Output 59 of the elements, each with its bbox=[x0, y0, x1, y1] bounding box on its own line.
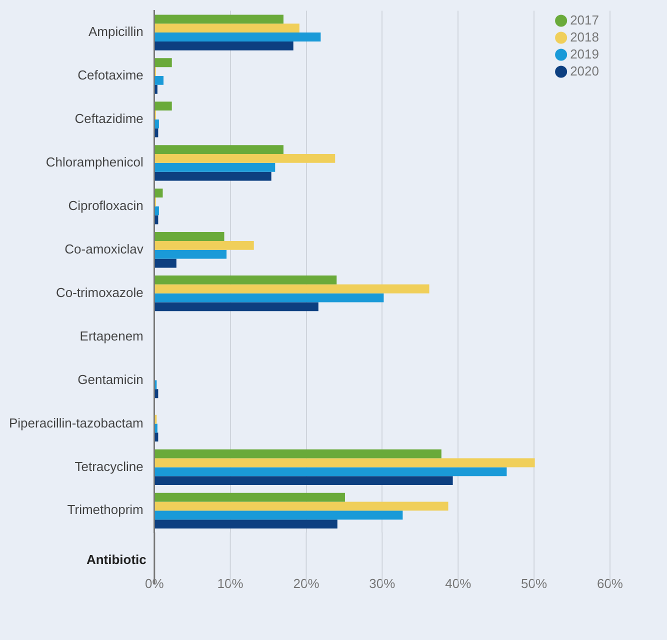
bar bbox=[154, 102, 172, 111]
bar bbox=[154, 424, 158, 433]
bar bbox=[154, 188, 163, 198]
legend-label: 2018 bbox=[570, 29, 599, 44]
y-tick-label: Chloramphenicol bbox=[46, 154, 144, 170]
bar bbox=[154, 172, 272, 181]
y-tick-label: Ciprofloxacin bbox=[68, 198, 144, 213]
y-tick-label: Trimethoprim bbox=[67, 502, 144, 518]
bar bbox=[154, 76, 164, 85]
x-tick-label: 40% bbox=[445, 576, 472, 591]
legend-label: 2017 bbox=[570, 12, 599, 28]
bar bbox=[154, 492, 345, 502]
bar bbox=[154, 119, 159, 128]
y-tick-label: Co-trimoxazole bbox=[56, 284, 144, 300]
legend-label: 2020 bbox=[570, 63, 599, 78]
bar bbox=[154, 206, 159, 216]
legend-label: 2019 bbox=[570, 46, 599, 62]
bar bbox=[154, 476, 453, 486]
bar bbox=[154, 284, 430, 294]
bar bbox=[154, 250, 227, 259]
x-tick-label: 10% bbox=[217, 576, 244, 591]
bar bbox=[154, 389, 158, 398]
bar bbox=[154, 293, 384, 302]
y-tick-label: Ertapenem bbox=[80, 328, 144, 344]
bar bbox=[154, 302, 318, 312]
y-tick-label: Tetracycline bbox=[74, 458, 144, 474]
bar bbox=[154, 258, 176, 268]
bar bbox=[154, 84, 158, 94]
bar bbox=[154, 41, 294, 50]
y-tick-label: Ampicillin bbox=[88, 24, 144, 40]
bar bbox=[154, 510, 403, 520]
x-tick-label: 20% bbox=[293, 576, 320, 591]
y-axis-title: Antibiotic bbox=[86, 552, 146, 567]
bar bbox=[154, 58, 172, 68]
bar bbox=[154, 162, 276, 172]
bar bbox=[154, 276, 337, 284]
x-tick-label: 0% bbox=[144, 576, 164, 591]
bar bbox=[154, 467, 507, 476]
x-tick-label: 60% bbox=[596, 576, 624, 591]
bar bbox=[154, 232, 224, 241]
y-tick-label: Gentamicin bbox=[78, 372, 144, 387]
bar bbox=[154, 14, 284, 24]
x-tick-label: 50% bbox=[521, 576, 548, 591]
bar bbox=[154, 458, 535, 468]
y-tick-label: Ceftazidime bbox=[74, 111, 144, 126]
y-tick-label: Piperacillin-tazobactam bbox=[8, 415, 144, 430]
y-tick-label: Co-amoxiclav bbox=[64, 241, 144, 256]
bar bbox=[154, 432, 158, 442]
bar bbox=[154, 32, 321, 42]
bar bbox=[154, 154, 336, 163]
bar bbox=[154, 520, 338, 528]
bar bbox=[154, 502, 448, 511]
bar bbox=[154, 449, 442, 458]
y-tick-label: Cefotaxime bbox=[78, 68, 144, 83]
bar bbox=[154, 145, 284, 154]
bar bbox=[154, 24, 300, 33]
bar bbox=[154, 128, 158, 138]
bar bbox=[154, 240, 254, 250]
x-tick-label: 30% bbox=[369, 576, 396, 591]
